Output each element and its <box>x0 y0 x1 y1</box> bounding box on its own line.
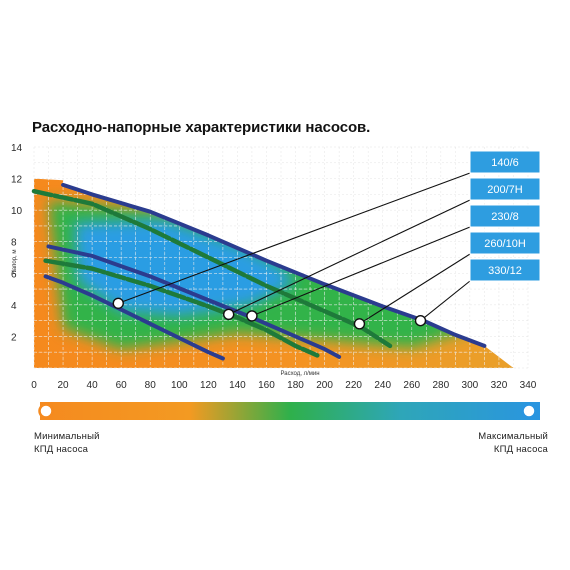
y-tick-label: 12 <box>11 175 23 186</box>
x-tick-label: 40 <box>87 380 99 391</box>
leader-line <box>420 280 471 322</box>
axis-ticks: 0 20 40 60 80 100 120 140 160 180 200 220 240 260 280 3… <box>11 143 537 391</box>
x-tick-label: 320 <box>491 380 508 391</box>
x-tick-label: 180 <box>287 380 304 391</box>
y-tick-label: 14 <box>11 143 23 154</box>
x-axis-label: Расход, л/мин <box>280 371 319 377</box>
curve-2308 <box>46 244 342 359</box>
legend-box <box>469 177 541 201</box>
x-tick-label: 80 <box>145 380 157 391</box>
min-efficiency-caption: Минимальный КПД насоса <box>34 431 100 455</box>
x-tick-label: 160 <box>258 380 275 391</box>
legend-item: 260/10Н <box>469 231 541 255</box>
y-tick-label: 6 <box>11 269 17 280</box>
x-tick-label: 20 <box>57 380 69 391</box>
x-tick-label: 140 <box>229 380 246 391</box>
leader-line <box>228 199 471 315</box>
curve-33012 <box>61 182 487 348</box>
legend-item: 330/12 <box>469 258 541 282</box>
leader-line <box>118 172 471 304</box>
x-tick-label: 340 <box>520 380 537 391</box>
legend-label: 140/6 <box>491 157 519 169</box>
legend-label: 230/8 <box>491 211 519 223</box>
efficiency-gradient-bar <box>40 402 540 420</box>
y-tick-label: 2 <box>11 332 17 343</box>
y-tick-label: 8 <box>11 238 17 249</box>
legend-item: 140/6 <box>469 150 541 174</box>
y-tick-label: 10 <box>11 206 23 217</box>
curve-1406 <box>43 274 225 361</box>
min-efficiency-marker <box>38 403 54 419</box>
x-tick-label: 100 <box>171 380 188 391</box>
x-tick-label: 300 <box>462 380 479 391</box>
high-efficiency-zone <box>74 219 296 316</box>
plot-area <box>34 178 514 368</box>
legend-box <box>469 204 541 228</box>
legend: 140/6 200/7Н 230/8 260/10Н 330/12 <box>469 150 541 282</box>
x-tick-label: 260 <box>403 380 420 391</box>
curve-marker <box>246 310 258 322</box>
curve-markers <box>112 297 427 330</box>
legend-label: 200/7Н <box>487 184 523 196</box>
max-efficiency-marker <box>521 403 537 419</box>
y-axis-label: Напор, м <box>12 249 18 274</box>
leader-lines <box>118 172 471 325</box>
legend-box <box>469 231 541 255</box>
max-efficiency-caption: Максимальный КПД насоса <box>478 431 548 455</box>
legend-label: 260/10Н <box>484 238 526 250</box>
x-tick-label: 60 <box>116 380 128 391</box>
curve-marker <box>414 314 427 327</box>
legend-label: 330/12 <box>488 265 522 277</box>
leader-line <box>359 253 471 325</box>
leader-line <box>251 226 471 317</box>
curve-marker <box>222 308 235 321</box>
x-tick-label: 220 <box>345 380 362 391</box>
legend-item: 200/7Н <box>469 177 541 201</box>
x-tick-label: 200 <box>316 380 333 391</box>
legend-box <box>469 150 541 174</box>
x-tick-label: 120 <box>200 380 217 391</box>
chart-title: Расходно-напорные характеристики насосов… <box>32 119 371 136</box>
curve-2007Н <box>43 258 320 358</box>
legend-box <box>469 258 541 282</box>
curve-marker <box>353 318 366 330</box>
curve-marker <box>112 297 124 309</box>
x-tick-label: 0 <box>31 380 37 391</box>
legend-item: 230/8 <box>469 204 541 228</box>
x-tick-label: 240 <box>374 380 391 391</box>
x-tick-label: 280 <box>432 380 449 391</box>
y-tick-label: 4 <box>11 301 17 312</box>
